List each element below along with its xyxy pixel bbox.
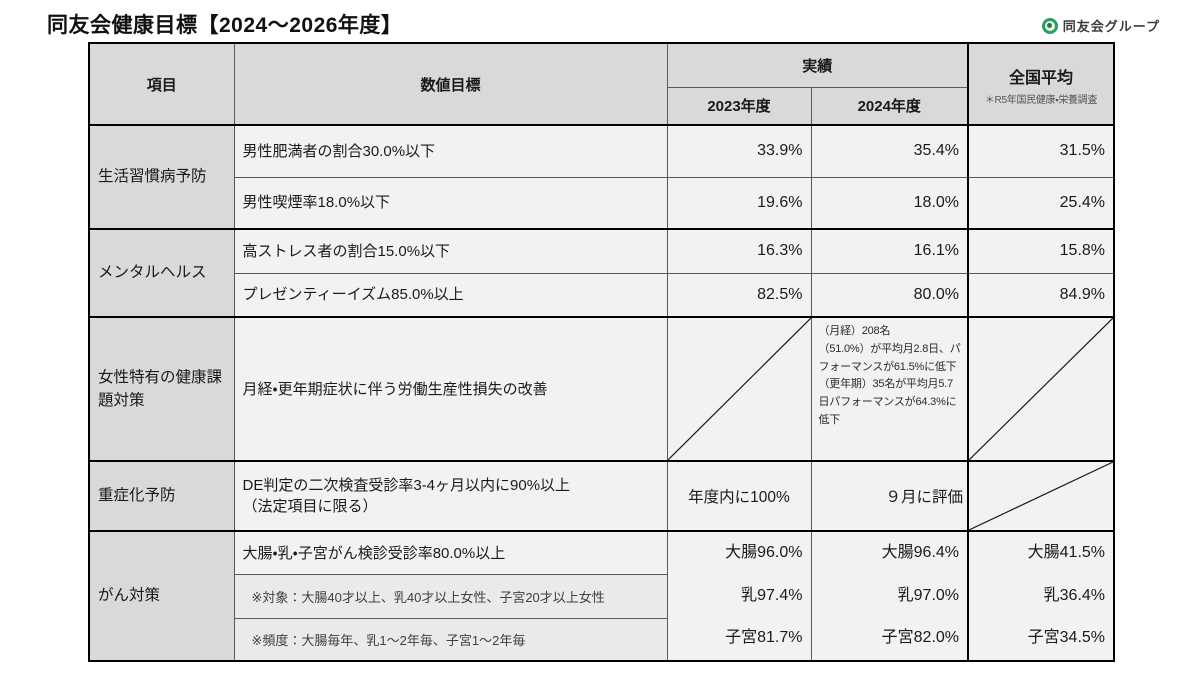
value-womens-fy2024-detail: （月経）208名 （51.0%）が平均月2.8日、パフォーマンスが61.5%に低…: [810, 316, 969, 462]
group-label-lifestyle-disease: 生活習慣病予防: [88, 124, 235, 230]
doyukai-circle-icon: [1041, 17, 1058, 34]
group-label-womens-health: 女性特有の健康課題対策: [88, 316, 235, 462]
diagonal-na-mark: [969, 462, 1113, 530]
cancer-screening-frequency-note: ※頻度：大腸毎年、乳1～2年毎、子宮1～2年毎: [233, 617, 668, 661]
company-logo: 同友会グループ: [1041, 16, 1160, 35]
group-label-severity-prevention: 重症化予防: [88, 460, 235, 532]
value-womens-fy2023-na: [666, 316, 812, 462]
target-cancer-screening: 大腸・乳・子宮がん検診受診率80.0%以上: [233, 530, 668, 575]
value-cancer-national: 大腸41.5% 乳36.4% 子宮34.5%: [967, 530, 1115, 661]
target-high-stress: 高ストレス者の割合15.0%以下: [233, 228, 668, 274]
target-male-smoking: 男性喫煙率18.0%以下: [233, 176, 668, 230]
diagonal-na-mark: [969, 318, 1113, 460]
header-fy2024: 2024年度: [810, 86, 969, 126]
page-title: 同友会健康目標【2024～2026年度】: [47, 14, 403, 37]
value-smoking-fy2024: 18.0%: [810, 176, 969, 230]
diagonal-na-mark: [668, 318, 811, 460]
value-checkup-fy2024: ９月に評価: [810, 460, 969, 532]
value-cancer-fy2024: 大腸96.4% 乳97.0% 子宮82.0%: [810, 530, 969, 661]
group-label-mental-health: メンタルヘルス: [88, 228, 235, 318]
value-smoking-fy2023: 19.6%: [666, 176, 812, 230]
target-menstrual-menopause: 月経・更年期症状に伴う労働生産性損失の改善: [233, 316, 668, 462]
target-secondary-checkup: DE判定の二次検査受診率3-4ヶ月以内に90%以上 （法定項目に限る）: [233, 460, 668, 532]
header-national-average: 全国平均 ＊R5年国民健康・栄養調査: [967, 42, 1115, 126]
header-fy2023: 2023年度: [666, 86, 812, 126]
value-smoking-national: 25.4%: [967, 176, 1115, 230]
health-goals-table: 項目 数値目標 実績 全国平均 ＊R5年国民健康・栄養調査 2023年度 202…: [88, 42, 1116, 662]
value-obesity-national: 31.5%: [967, 124, 1115, 178]
value-stress-national: 15.8%: [967, 228, 1115, 274]
cancer-screening-target-note: ※対象：大腸40才以上、乳40才以上女性、子宮20才以上女性: [233, 574, 668, 619]
value-checkup-national-na: [967, 460, 1115, 532]
header-target: 数値目標: [233, 42, 668, 126]
group-label-cancer-measures: がん対策: [88, 530, 235, 661]
value-stress-fy2024: 16.1%: [810, 228, 969, 274]
value-stress-fy2023: 16.3%: [666, 228, 812, 274]
value-cancer-fy2023: 大腸96.0% 乳97.4% 子宮81.7%: [666, 530, 812, 661]
value-presenteeism-national: 84.9%: [967, 272, 1115, 318]
header-item: 項目: [88, 42, 235, 126]
header-results: 実績: [666, 42, 969, 88]
value-obesity-fy2024: 35.4%: [810, 124, 969, 178]
value-presenteeism-fy2023: 82.5%: [666, 272, 812, 318]
value-obesity-fy2023: 33.9%: [666, 124, 812, 178]
header-national-average-label: 全国平均: [1009, 70, 1074, 87]
company-logo-text: 同友会グループ: [1062, 19, 1160, 34]
value-womens-national-na: [967, 316, 1115, 462]
header-national-average-note: ＊R5年国民健康・栄養調査: [984, 95, 1098, 106]
value-presenteeism-fy2024: 80.0%: [810, 272, 969, 318]
target-presenteeism: プレゼンティーイズム85.0%以上: [233, 272, 668, 318]
value-checkup-fy2023: 年度内に100%: [666, 460, 812, 532]
target-male-obesity: 男性肥満者の割合30.0%以下: [233, 124, 668, 178]
